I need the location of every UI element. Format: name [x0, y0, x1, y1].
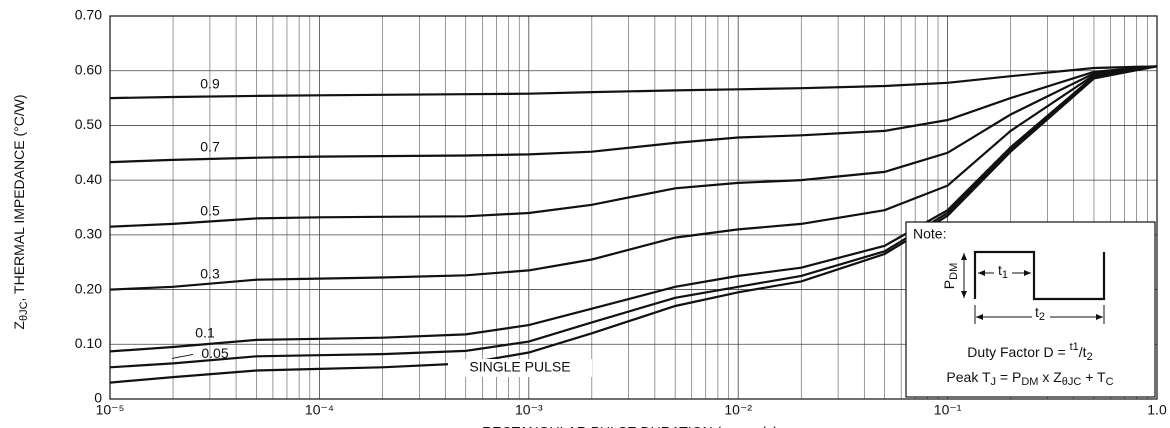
text-part: t [1035, 304, 1039, 320]
x-tick-label: 10⁻² [724, 402, 752, 418]
y-tick-label: 0.20 [75, 280, 102, 296]
text-part: Peak T [946, 369, 991, 385]
curve-label: 0.05 [201, 345, 228, 361]
y-tick-label: 0.60 [75, 61, 102, 77]
x-tick-label: 10⁻³ [515, 402, 543, 418]
x-tick-label: 10⁻⁴ [305, 402, 334, 418]
text-part: x Z [1038, 369, 1062, 385]
curve-label: 0.3 [200, 266, 220, 282]
dim-bg [1032, 308, 1050, 326]
dim-bg [994, 264, 1012, 282]
text-part: DM [1021, 376, 1038, 388]
note-peak: Peak TJ = PDM x ZθJC + TC [946, 369, 1113, 388]
y-tick-label: 0.70 [75, 7, 102, 23]
curve [109, 65, 1158, 164]
note-t1: t1 [998, 262, 1008, 281]
text-part: C [1106, 376, 1114, 388]
x-tick-label: 1.0 [1147, 402, 1167, 418]
label-leader [171, 353, 194, 359]
curve [109, 65, 1158, 291]
text-part: t [998, 262, 1002, 278]
curve [109, 65, 1158, 369]
text-part: 1 [1073, 341, 1079, 353]
plot-frame [109, 15, 1158, 400]
curve [109, 65, 1158, 353]
note-t2: t2 [1035, 304, 1045, 323]
text-part: Z [11, 321, 27, 330]
y-tick-label: 0 [94, 390, 102, 406]
text-part: , THERMAL IMPEDANCE (°C/W) [11, 94, 27, 301]
text-part: + T [1081, 369, 1106, 385]
curve-label: SINGLE PULSE [469, 359, 570, 375]
text-part: 2 [1039, 311, 1045, 323]
text-part: θJC [1062, 376, 1082, 388]
curve-label: 0.9 [200, 76, 220, 92]
text-part: = P [996, 369, 1021, 385]
y-tick-label: 0.10 [75, 335, 102, 351]
y-axis-label: ZθJC, THERMAL IMPEDANCE (°C/W) [11, 94, 30, 329]
x-axis-label: RECTANGULAR PULSE DURATION (seconds) [482, 424, 778, 428]
text-part: DM [948, 263, 960, 280]
y-tick-label: 0.50 [75, 116, 102, 132]
text-part: P [941, 280, 957, 289]
note-pdm: PDM [941, 263, 960, 289]
y-tick-label: 0.40 [75, 171, 102, 187]
text-part: t [1070, 341, 1073, 353]
note-title: Note: [913, 226, 946, 242]
x-tick-label: 10⁻¹ [934, 402, 962, 418]
curve-label: 0.5 [200, 203, 220, 219]
text-part: θJC [18, 301, 30, 321]
label-bg [448, 359, 592, 377]
curve-label: 0.7 [200, 139, 220, 155]
pulse-wave [973, 250, 1106, 301]
x-tick-label: 10⁻⁵ [96, 402, 125, 418]
curve-label: 0.1 [195, 325, 215, 341]
note-frame [905, 221, 1156, 398]
text-part: 2 [1087, 351, 1093, 363]
text-part: Duty Factor D = [967, 344, 1069, 360]
note-duty: Duty Factor D = t1/t2 [967, 341, 1092, 363]
curve [109, 65, 1158, 228]
text-part: 1 [1002, 269, 1008, 281]
y-tick-label: 0.30 [75, 226, 102, 242]
text-part: /t [1079, 344, 1087, 360]
text-part: J [991, 376, 997, 388]
curve [109, 65, 1158, 384]
curve [109, 65, 1158, 100]
